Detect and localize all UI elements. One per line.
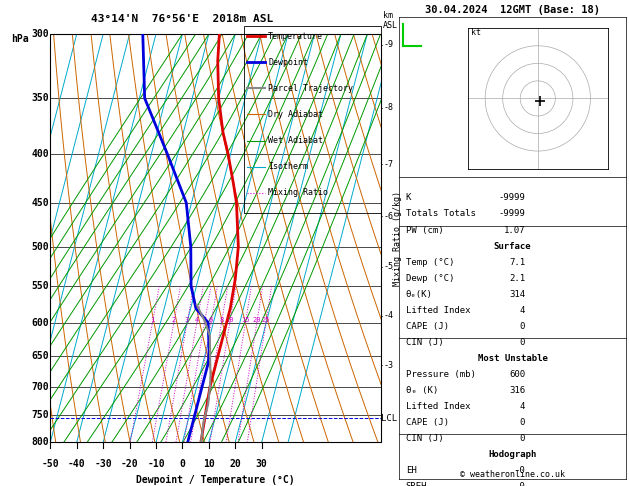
Text: 550: 550	[31, 281, 49, 291]
Text: -30: -30	[94, 459, 112, 469]
Text: K: K	[406, 193, 411, 203]
Text: 600: 600	[31, 317, 49, 328]
Text: Dewpoint / Temperature (°C): Dewpoint / Temperature (°C)	[136, 475, 295, 485]
Text: 30: 30	[256, 459, 267, 469]
Text: 4: 4	[194, 317, 199, 323]
Text: Surface: Surface	[494, 242, 532, 251]
Text: -0: -0	[515, 466, 525, 475]
Text: 20: 20	[252, 317, 261, 323]
Text: 15: 15	[241, 317, 250, 323]
Text: -9999: -9999	[498, 193, 525, 203]
Text: 800: 800	[31, 437, 49, 447]
Text: 2.1: 2.1	[509, 274, 525, 283]
Text: 43°14'N  76°56'E  2018m ASL: 43°14'N 76°56'E 2018m ASL	[91, 14, 274, 24]
Text: Dry Adiabat: Dry Adiabat	[269, 110, 323, 119]
Text: 450: 450	[31, 198, 49, 208]
Text: PW (cm): PW (cm)	[406, 226, 443, 235]
Text: -6: -6	[384, 212, 394, 221]
Text: -0: -0	[515, 482, 525, 486]
Text: 1.07: 1.07	[504, 226, 525, 235]
Text: -4: -4	[384, 311, 394, 320]
Text: 7.1: 7.1	[509, 258, 525, 267]
Text: θₑ(K): θₑ(K)	[406, 290, 433, 299]
Text: CAPE (J): CAPE (J)	[406, 322, 448, 331]
Text: 8: 8	[220, 317, 223, 323]
Text: -40: -40	[68, 459, 86, 469]
Text: -20: -20	[121, 459, 138, 469]
Text: 700: 700	[31, 382, 49, 392]
Text: kt: kt	[471, 28, 481, 37]
Text: LCL: LCL	[381, 414, 398, 423]
Text: Dewp (°C): Dewp (°C)	[406, 274, 454, 283]
Text: Wet Adiabat: Wet Adiabat	[269, 136, 323, 145]
Text: -9999: -9999	[498, 209, 525, 219]
Text: © weatheronline.co.uk: © weatheronline.co.uk	[460, 470, 565, 479]
Text: 500: 500	[31, 242, 49, 252]
Text: hPa: hPa	[11, 34, 29, 44]
Text: 300: 300	[31, 29, 49, 39]
Text: -7: -7	[384, 159, 394, 169]
Text: 0: 0	[520, 434, 525, 443]
Text: Parcel Trajectory: Parcel Trajectory	[269, 84, 353, 93]
Text: 750: 750	[31, 410, 49, 420]
Text: Isotherm: Isotherm	[269, 162, 308, 171]
Text: 0: 0	[179, 459, 186, 469]
Text: SREH: SREH	[406, 482, 427, 486]
Text: 20: 20	[230, 459, 241, 469]
Text: CAPE (J): CAPE (J)	[406, 418, 448, 427]
Text: -5: -5	[384, 262, 394, 272]
Text: Hodograph: Hodograph	[489, 450, 537, 459]
Text: Temp (°C): Temp (°C)	[406, 258, 454, 267]
Text: 650: 650	[31, 351, 49, 361]
Text: 10: 10	[226, 317, 234, 323]
Text: -50: -50	[42, 459, 59, 469]
Text: 25: 25	[262, 317, 270, 323]
Text: 4: 4	[520, 306, 525, 315]
Text: Mixing Ratio: Mixing Ratio	[269, 189, 328, 197]
Text: 0: 0	[520, 418, 525, 427]
Text: 400: 400	[31, 149, 49, 159]
Text: km
ASL: km ASL	[383, 11, 398, 30]
Text: 10: 10	[203, 459, 214, 469]
Text: θₑ (K): θₑ (K)	[406, 386, 438, 395]
Text: 1: 1	[150, 317, 155, 323]
Text: CIN (J): CIN (J)	[406, 434, 443, 443]
Text: Pressure (mb): Pressure (mb)	[406, 370, 476, 379]
Text: 4: 4	[520, 402, 525, 411]
Text: 0: 0	[520, 322, 525, 331]
Text: Dewpoint: Dewpoint	[269, 58, 308, 67]
Text: Lifted Index: Lifted Index	[406, 402, 470, 411]
Text: -3: -3	[384, 361, 394, 370]
Text: 0: 0	[520, 338, 525, 347]
Text: 350: 350	[31, 93, 49, 103]
Text: Lifted Index: Lifted Index	[406, 306, 470, 315]
Text: -8: -8	[384, 103, 394, 112]
Text: CIN (J): CIN (J)	[406, 338, 443, 347]
Text: 314: 314	[509, 290, 525, 299]
Text: 600: 600	[509, 370, 525, 379]
Text: -10: -10	[147, 459, 165, 469]
Text: Totals Totals: Totals Totals	[406, 209, 476, 219]
Text: 6: 6	[209, 317, 213, 323]
Text: 5: 5	[203, 317, 207, 323]
Text: 316: 316	[509, 386, 525, 395]
Bar	[243, 26, 381, 213]
Text: Mixing Ratio (g/kg): Mixing Ratio (g/kg)	[393, 191, 402, 286]
Text: 30.04.2024  12GMT (Base: 18): 30.04.2024 12GMT (Base: 18)	[425, 4, 600, 15]
Text: 2: 2	[172, 317, 176, 323]
Text: Most Unstable: Most Unstable	[477, 354, 548, 363]
Text: Temperature: Temperature	[269, 32, 323, 40]
Text: -9: -9	[384, 40, 394, 50]
Text: EH: EH	[406, 466, 416, 475]
Text: 3: 3	[185, 317, 189, 323]
